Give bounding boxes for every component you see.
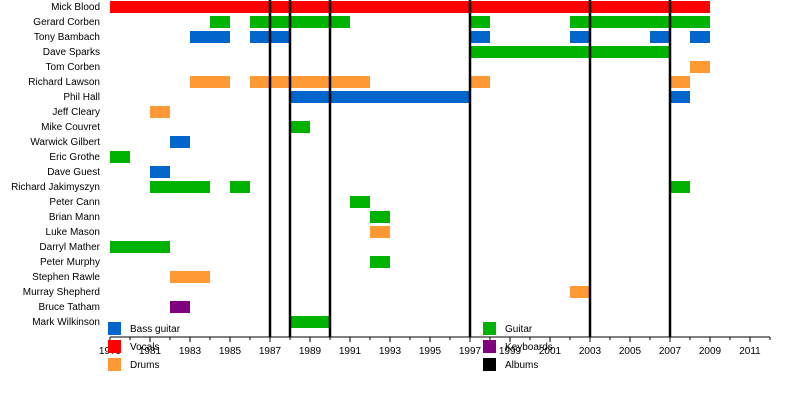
x-tick-label: 2005: [619, 346, 642, 357]
x-tick-label: 1991: [339, 346, 362, 357]
bar-bass: [670, 91, 690, 103]
member-label: Darryl Mather: [39, 242, 100, 253]
legend-label-drums: Drums: [130, 360, 159, 371]
legend-swatch-drums: [108, 358, 121, 371]
bar-guitar: [210, 16, 230, 28]
bar-bass: [690, 31, 710, 43]
legend-swatch-guitar: [483, 322, 496, 335]
x-tick-label: 2011: [739, 346, 761, 357]
bar-drums: [670, 76, 690, 88]
member-label: Phil Hall: [63, 92, 100, 103]
member-label: Richard Jakimyszyn: [11, 182, 100, 193]
x-tick-label: 1989: [299, 346, 322, 357]
bar-drums: [570, 286, 590, 298]
member-label: Peter Murphy: [40, 257, 100, 268]
x-tick-label: 1997: [459, 346, 482, 357]
member-label: Murray Shepherd: [23, 287, 100, 298]
x-tick-label: 1985: [219, 346, 242, 357]
x-tick-label: 1983: [179, 346, 202, 357]
member-label: Richard Lawson: [28, 77, 100, 88]
bar-guitar: [370, 256, 390, 268]
bar-guitar: [250, 16, 350, 28]
legend-swatch-keyboards: [483, 340, 496, 353]
bar-drums: [370, 226, 390, 238]
bar-drums: [170, 271, 210, 283]
member-label: Luke Mason: [46, 227, 100, 238]
legend-label-vocals: Vocals: [130, 342, 159, 353]
x-tick-label: 2009: [699, 346, 722, 357]
member-label: Tom Corben: [46, 62, 100, 73]
member-label: Mike Couvret: [41, 122, 100, 133]
bar-guitar: [110, 241, 170, 253]
bar-bass: [570, 31, 590, 43]
bar-drums: [470, 76, 490, 88]
member-label: Brian Mann: [49, 212, 100, 223]
albums-layer: [268, 0, 672, 337]
x-tick-label: 2001: [539, 346, 562, 357]
bar-drums: [690, 61, 710, 73]
member-label: Eric Grothe: [49, 152, 100, 163]
x-tick-label: 1999: [499, 346, 522, 357]
bar-guitar: [470, 16, 490, 28]
bar-guitar: [350, 196, 370, 208]
bar-bass: [290, 91, 470, 103]
x-tick-label: 1995: [419, 346, 442, 357]
x-axis: 1979198119831985198719891991199319951997…: [99, 336, 771, 357]
legend-label-keyboards: Keyboards: [505, 342, 553, 353]
member-label: Gerard Corben: [33, 17, 100, 28]
member-label: Mick Blood: [51, 2, 100, 13]
bar-guitar: [290, 121, 310, 133]
bar-guitar: [570, 16, 710, 28]
x-tick-label: 2007: [659, 346, 682, 357]
bar-drums: [190, 76, 230, 88]
bar-guitar: [110, 151, 130, 163]
x-tick-label: 2003: [579, 346, 602, 357]
bar-keyboards: [170, 301, 190, 313]
legend: Bass guitar Vocals Drums Guitar Keyboards Alb…: [108, 322, 553, 371]
legend-swatch-vocals: [108, 340, 121, 353]
x-tick-label: 1993: [379, 346, 402, 357]
bar-guitar: [230, 181, 250, 193]
member-label: Warwick Gilbert: [30, 137, 100, 148]
legend-swatch-bass: [108, 322, 121, 335]
legend-label-guitar: Guitar: [505, 324, 533, 335]
bar-guitar: [290, 316, 330, 328]
legend-swatch-albums: [483, 358, 496, 371]
bar-guitar: [150, 181, 210, 193]
bar-bass: [650, 31, 670, 43]
member-labels: Mick Blood Gerard Corben Tony Bambach Dave …: [11, 2, 101, 328]
bar-drums: [250, 76, 370, 88]
member-label: Dave Guest: [47, 167, 100, 178]
bar-bass: [190, 31, 230, 43]
bar-guitar: [670, 181, 690, 193]
legend-label-albums: Albums: [505, 360, 538, 371]
member-label: Bruce Tatham: [38, 302, 100, 313]
member-label: Stephen Rawle: [32, 272, 100, 283]
bar-guitar: [470, 46, 670, 58]
member-label: Tony Bambach: [34, 32, 100, 43]
bars-layer: [110, 1, 710, 328]
x-tick-label: 1981: [139, 346, 162, 357]
member-label: Mark Wilkinson: [32, 317, 100, 328]
legend-label-bass: Bass guitar: [130, 324, 181, 335]
member-label: Peter Cann: [49, 197, 100, 208]
member-label: Dave Sparks: [43, 47, 100, 58]
bar-bass: [170, 136, 190, 148]
bar-bass: [470, 31, 490, 43]
bar-vocals: [110, 1, 710, 13]
bar-bass: [150, 166, 170, 178]
x-tick-label: 1987: [259, 346, 282, 357]
member-label: Jeff Cleary: [52, 107, 100, 118]
bar-drums: [150, 106, 170, 118]
bar-guitar: [370, 211, 390, 223]
